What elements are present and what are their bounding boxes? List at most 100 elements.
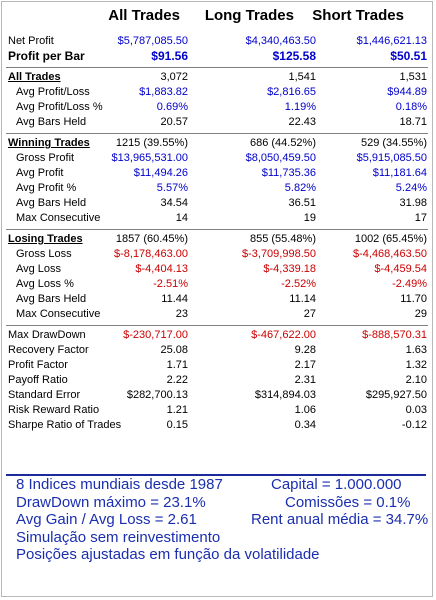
table-row: Avg Loss $-4,404.13 $-4,339.18 $-4,459.5…: [4, 262, 430, 277]
value-long: 1.19%: [284, 101, 316, 113]
value-long: 686 (44.52%): [249, 137, 316, 149]
value-all: 1857 (60.45%): [115, 233, 188, 245]
row-label: Avg Profit: [16, 167, 64, 179]
table-row: Gross Profit $13,965,531.00 $8,050,459.5…: [4, 151, 430, 166]
value-short: 0.03: [405, 404, 427, 416]
row-label: Gross Loss: [16, 248, 72, 260]
value-short: 29: [414, 308, 427, 320]
divider: [4, 226, 430, 232]
header-all-trades: All Trades: [108, 7, 180, 24]
notes-line: Simulação sem reinvestimento: [6, 529, 426, 547]
value-short: -0.12: [401, 419, 427, 431]
row-label: Risk Reward Ratio: [8, 404, 100, 416]
value-all: 3,072: [160, 71, 188, 83]
value-all: $282,700.13: [126, 389, 188, 401]
value-short: 1.63: [405, 344, 427, 356]
divider: [4, 322, 430, 328]
profit-per-bar-row: Profit per Bar $91.56 $125.58 $50.51: [4, 49, 430, 64]
row-label: Profit per Bar: [8, 49, 85, 63]
header-short-trades: Short Trades: [312, 7, 404, 24]
value-short: -2.49%: [392, 278, 427, 290]
value-long: 0.34: [294, 419, 316, 431]
value-all: 11.44: [161, 293, 188, 305]
value-all: 1.71: [166, 359, 188, 371]
table-row: Avg Profit/Loss % 0.69% 1.19% 0.18%: [4, 100, 430, 115]
notes-line: Avg Gain / Avg Loss = 2.61 Rent anual mé…: [6, 511, 429, 529]
value-long: 2.17: [294, 359, 316, 371]
table-row: Avg Bars Held 11.44 11.14 11.70: [4, 292, 430, 307]
row-label: Avg Bars Held: [16, 197, 87, 209]
row-label: Standard Error: [8, 389, 81, 401]
row-label: Sharpe Ratio of Trades: [8, 419, 122, 431]
section-title: Winning Trades: [8, 137, 90, 149]
row-label: Avg Profit/Loss: [16, 86, 90, 98]
value-long: $11,735.36: [261, 167, 316, 179]
value-long: 1,541: [288, 71, 316, 83]
value-long: $-4,339.18: [263, 263, 316, 275]
value-short: 2.10: [405, 374, 427, 386]
all-trades-title-row: All Trades 3,072 1,541 1,531: [4, 70, 430, 85]
value-short: $-4,468,463.50: [352, 248, 427, 260]
value-short: 18.71: [399, 116, 427, 128]
table-row: Avg Bars Held 34.54 36.51 31.98: [4, 196, 430, 211]
row-label: Avg Bars Held: [16, 116, 87, 128]
value-long: $4,340,463.50: [245, 35, 316, 47]
trade-statistics-table: All Trades Long Trades Short Trades Net …: [4, 0, 430, 433]
value-short: 1.32: [405, 359, 427, 371]
value-short: $5,915,085.50: [356, 152, 427, 164]
value-all: $91.56: [151, 49, 188, 63]
value-long: -2.52%: [281, 278, 316, 290]
value-all: 20.57: [160, 116, 188, 128]
note-avg-gain-loss: Avg Gain / Avg Loss = 2.61: [16, 511, 197, 528]
notes-line: DrawDown máximo = 23.1% Comissões = 0.1%: [6, 494, 426, 512]
value-short: $295,927.50: [365, 389, 427, 401]
divider: [4, 64, 430, 70]
value-long: 22.43: [288, 116, 316, 128]
header-long-trades: Long Trades: [204, 7, 294, 24]
note-annual-return: Rent anual média = 34.7%: [251, 511, 429, 528]
value-all: 2.22: [166, 374, 188, 386]
value-all: 1.21: [166, 404, 188, 416]
table-row: Max DrawDown $-230,717.00 $-467,622.00 $…: [4, 328, 430, 343]
value-all: 25.08: [160, 344, 188, 356]
row-label: Recovery Factor: [8, 344, 89, 356]
value-long: 19: [303, 212, 316, 224]
section-title: Losing Trades: [8, 233, 83, 245]
value-all: 14: [175, 212, 188, 224]
section-title: All Trades: [8, 71, 61, 83]
value-all: $-230,717.00: [123, 329, 188, 341]
table-row: Avg Profit/Loss $1,883.82 $2,816.65 $944…: [4, 85, 430, 100]
value-all: $-8,178,463.00: [113, 248, 188, 260]
divider: [4, 130, 430, 136]
row-label: Max Consecutive: [16, 212, 101, 224]
row-label: Payoff Ratio: [8, 374, 68, 386]
row-label: Profit Factor: [8, 359, 68, 371]
value-long: 1.06: [294, 404, 316, 416]
value-long: $-467,622.00: [251, 329, 316, 341]
row-label: Max Consecutive: [16, 308, 101, 320]
value-short: 1,531: [399, 71, 427, 83]
value-long: 5.82%: [284, 182, 316, 194]
table-row: Avg Bars Held 20.57 22.43 18.71: [4, 115, 430, 130]
value-long: $2,816.65: [267, 86, 316, 98]
row-label: Avg Profit %: [16, 182, 77, 194]
table-row: Standard Error $282,700.13 $314,894.03 $…: [4, 388, 430, 403]
value-all: 0.15: [166, 419, 188, 431]
value-all: 34.54: [160, 197, 188, 209]
row-label: Gross Profit: [16, 152, 75, 164]
column-headers: All Trades Long Trades Short Trades: [4, 0, 430, 34]
value-short: $944.89: [387, 86, 427, 98]
table-row: Gross Loss $-8,178,463.00 $-3,709,998.50…: [4, 247, 430, 262]
row-label: Avg Loss: [16, 263, 62, 275]
value-long: 11.14: [289, 293, 316, 305]
value-long: $125.58: [272, 49, 316, 63]
value-all: $11,494.26: [133, 167, 188, 179]
value-short: 11.70: [400, 293, 427, 305]
value-all: -2.51%: [153, 278, 188, 290]
value-short: $-888,570.31: [362, 329, 427, 341]
notes-line: 8 Indices mundiais desde 1987 Capital = …: [6, 476, 426, 494]
value-short: 17: [414, 212, 427, 224]
value-all: 1215 (39.55%): [115, 137, 188, 149]
simulation-notes: 8 Indices mundiais desde 1987 Capital = …: [6, 474, 429, 564]
